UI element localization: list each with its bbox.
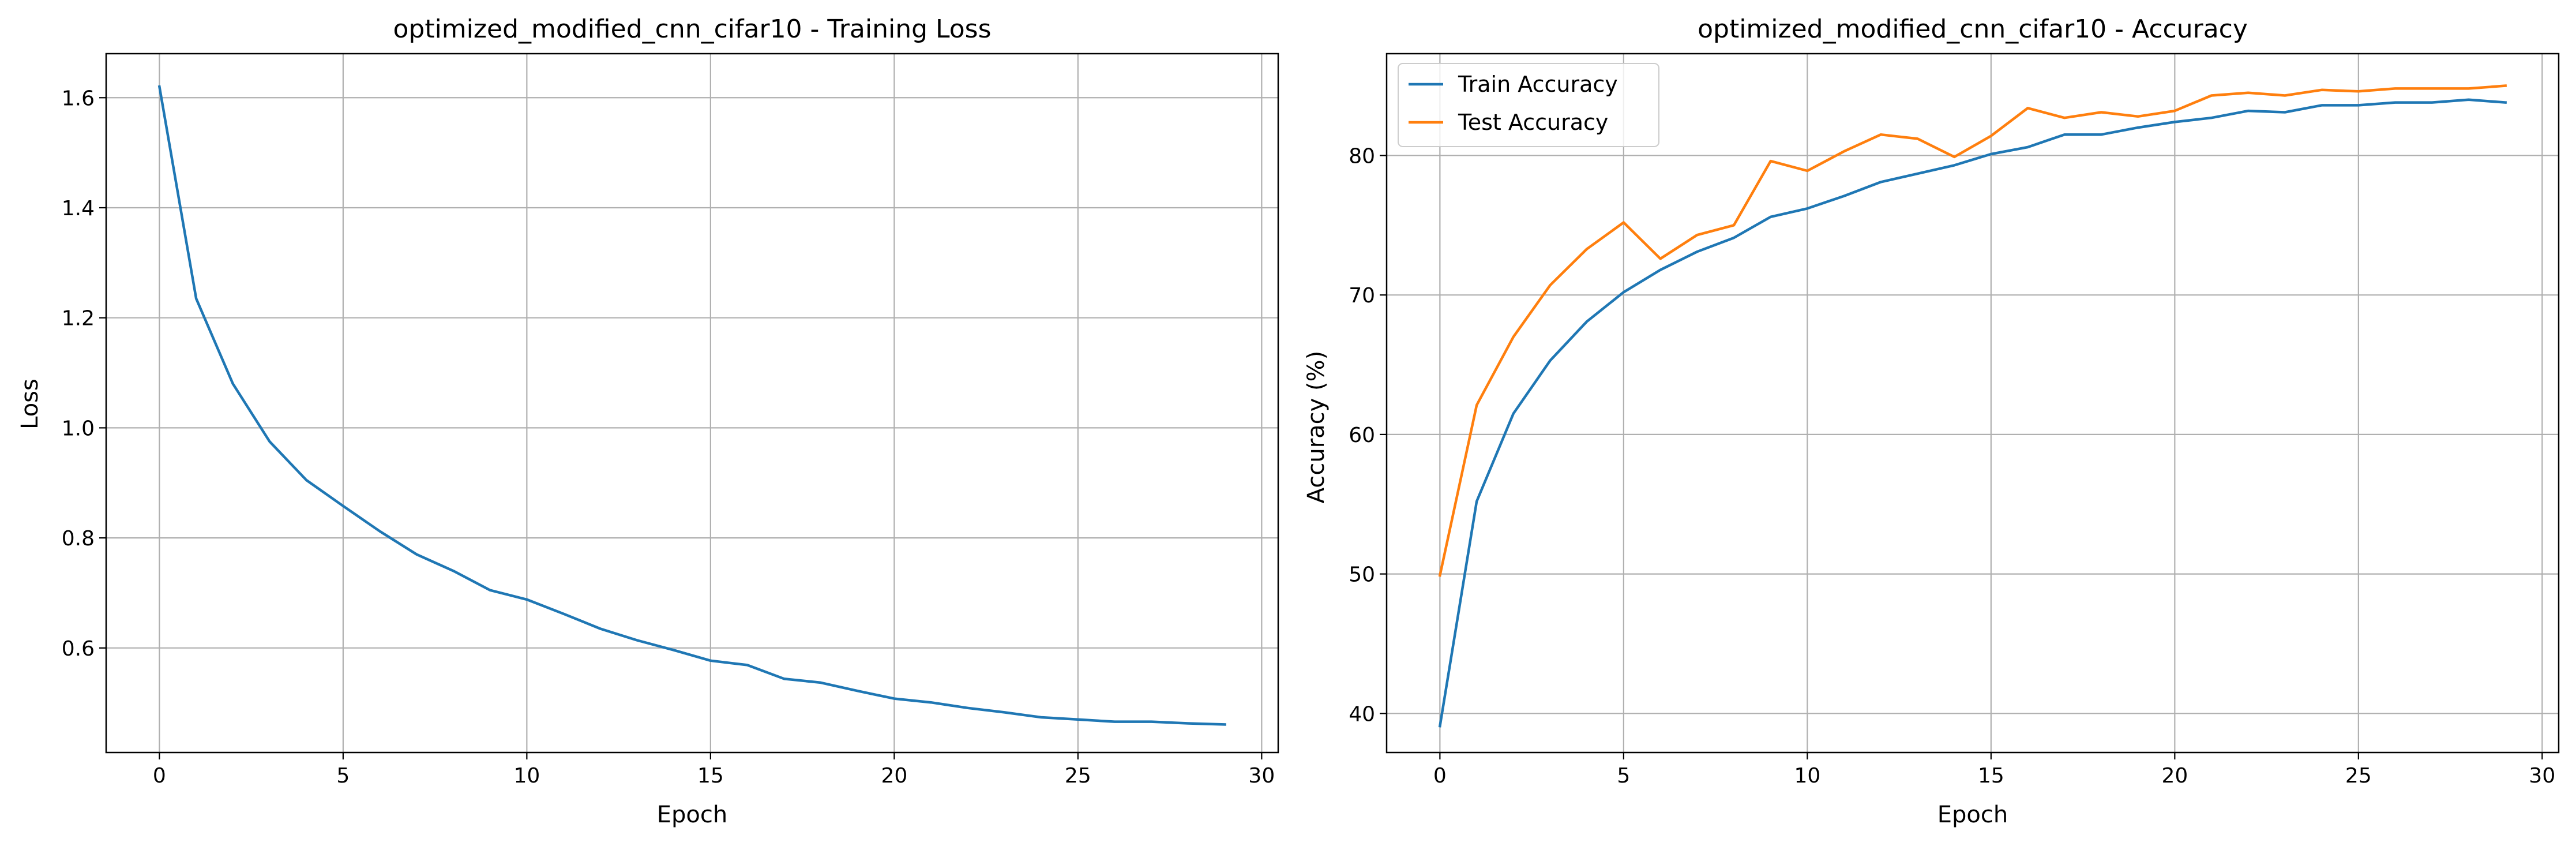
loss-x-tick-label: 20 xyxy=(881,764,907,788)
loss-x-tick-label: 30 xyxy=(1248,764,1275,788)
accuracy-y-tick-label: 50 xyxy=(1349,563,1375,587)
accuracy-x-tick-label: 0 xyxy=(1433,764,1447,788)
accuracy-chart-title: optimized_modified_cnn_cifar10 - Accurac… xyxy=(1698,14,2248,44)
accuracy-x-tick-label: 10 xyxy=(1794,764,1820,788)
loss-y-tick-label: 1.2 xyxy=(62,307,95,331)
accuracy-y-axis-label: Accuracy (%) xyxy=(1303,351,1330,504)
loss-x-tick-label: 5 xyxy=(336,764,350,788)
accuracy-x-tick-label: 5 xyxy=(1617,764,1630,788)
loss-series-line xyxy=(157,85,1226,726)
test-accuracy-line xyxy=(1438,84,2507,577)
legend-test-accuracy-label: Test Accuracy xyxy=(1458,110,1608,135)
loss-y-tick-label: 1.0 xyxy=(62,417,95,440)
loss-y-axis-label: Loss xyxy=(17,379,43,429)
accuracy-y-tick-label: 40 xyxy=(1349,702,1375,726)
accuracy-x-ticks: 0 5 10 15 20 25 30 xyxy=(1433,753,2555,788)
accuracy-plot-frame xyxy=(1385,53,2560,754)
accuracy-panel: 0 5 10 15 20 25 30 40 50 60 70 80 optimized_modifi… xyxy=(1303,14,2560,828)
loss-x-axis-label: Epoch xyxy=(657,802,727,828)
training-loss-panel: 0 5 10 15 20 25 30 0.6 0.8 1.0 1.2 1.4 1.6 optimize… xyxy=(17,14,1279,828)
accuracy-x-tick-label: 30 xyxy=(2529,764,2555,788)
loss-x-ticks: 0 5 10 15 20 25 30 xyxy=(153,753,1275,788)
accuracy-x-axis-label: Epoch xyxy=(1937,802,2008,828)
loss-plot-frame xyxy=(105,53,1279,754)
loss-y-tick-label: 0.8 xyxy=(62,527,95,551)
accuracy-x-tick-label: 20 xyxy=(2161,764,2188,788)
loss-y-ticks: 0.6 0.8 1.0 1.2 1.4 1.6 xyxy=(62,87,106,661)
accuracy-y-tick-label: 80 xyxy=(1349,144,1375,168)
loss-chart-title: optimized_modified_cnn_cifar10 - Trainin… xyxy=(393,14,991,44)
accuracy-y-tick-label: 70 xyxy=(1349,284,1375,308)
legend-entries: Train Accuracy Test Accuracy xyxy=(1409,72,1618,135)
loss-x-tick-label: 25 xyxy=(1065,764,1091,788)
loss-x-tick-label: 0 xyxy=(153,764,166,788)
legend-frame xyxy=(1398,63,1659,147)
train-accuracy-line xyxy=(1438,98,2507,728)
loss-x-tick-label: 10 xyxy=(513,764,540,788)
loss-x-tick-label: 15 xyxy=(697,764,724,788)
loss-y-tick-label: 0.6 xyxy=(62,637,95,661)
loss-y-tick-label: 1.6 xyxy=(62,87,95,110)
legend-train-accuracy-label: Train Accuracy xyxy=(1458,72,1618,97)
accuracy-x-tick-label: 15 xyxy=(1978,764,2004,788)
accuracy-x-tick-label: 25 xyxy=(2345,764,2372,788)
accuracy-grid xyxy=(1387,54,2559,753)
loss-grid xyxy=(106,54,1278,753)
accuracy-y-ticks: 40 50 60 70 80 xyxy=(1349,144,1387,726)
loss-y-tick-label: 1.4 xyxy=(62,197,95,220)
loss-lines xyxy=(157,85,1226,726)
accuracy-lines xyxy=(1438,84,2507,728)
accuracy-y-tick-label: 60 xyxy=(1349,424,1375,447)
accuracy-legend: Train Accuracy Test Accuracy xyxy=(1398,63,1659,147)
